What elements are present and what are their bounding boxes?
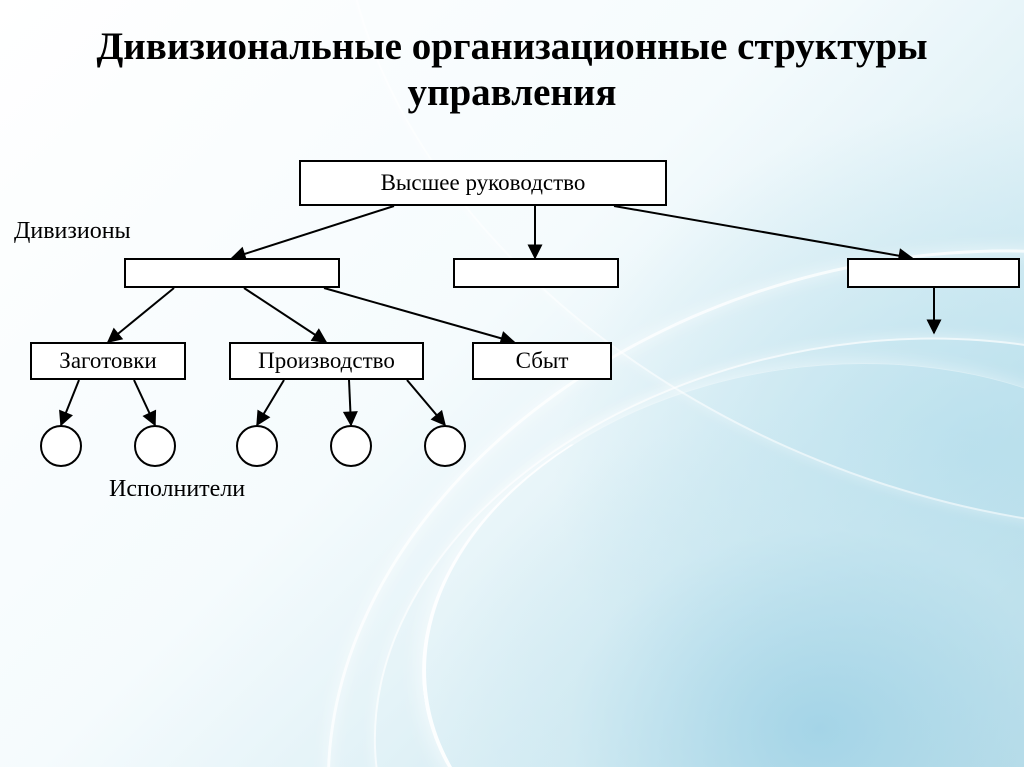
edge	[232, 206, 394, 258]
executor-circle	[134, 425, 176, 467]
node-div3	[847, 258, 1020, 288]
edge	[614, 206, 912, 258]
slide: Дивизиональные организационные структуры…	[0, 0, 1024, 767]
edge	[324, 288, 514, 342]
slide-title: Дивизиональные организационные структуры…	[0, 24, 1024, 116]
executor-circle	[40, 425, 82, 467]
edge	[108, 288, 174, 342]
divisions-label: Дивизионы	[14, 218, 131, 245]
executor-circle	[424, 425, 466, 467]
node-div2	[453, 258, 619, 288]
edge	[244, 288, 326, 342]
edge	[61, 380, 79, 425]
edge	[257, 380, 284, 425]
node-proc2: Производство	[229, 342, 424, 380]
node-proc3: Сбыт	[472, 342, 612, 380]
executors-label: Исполнители	[109, 476, 245, 503]
node-proc1: Заготовки	[30, 342, 186, 380]
org-chart: Дивизионы Высшее руководство Заготовки Про…	[14, 150, 1020, 550]
edge	[407, 380, 445, 425]
node-top: Высшее руководство	[299, 160, 667, 206]
executor-circle	[330, 425, 372, 467]
edge	[349, 380, 351, 425]
node-div1	[124, 258, 340, 288]
executor-circle	[236, 425, 278, 467]
edge	[134, 380, 155, 425]
